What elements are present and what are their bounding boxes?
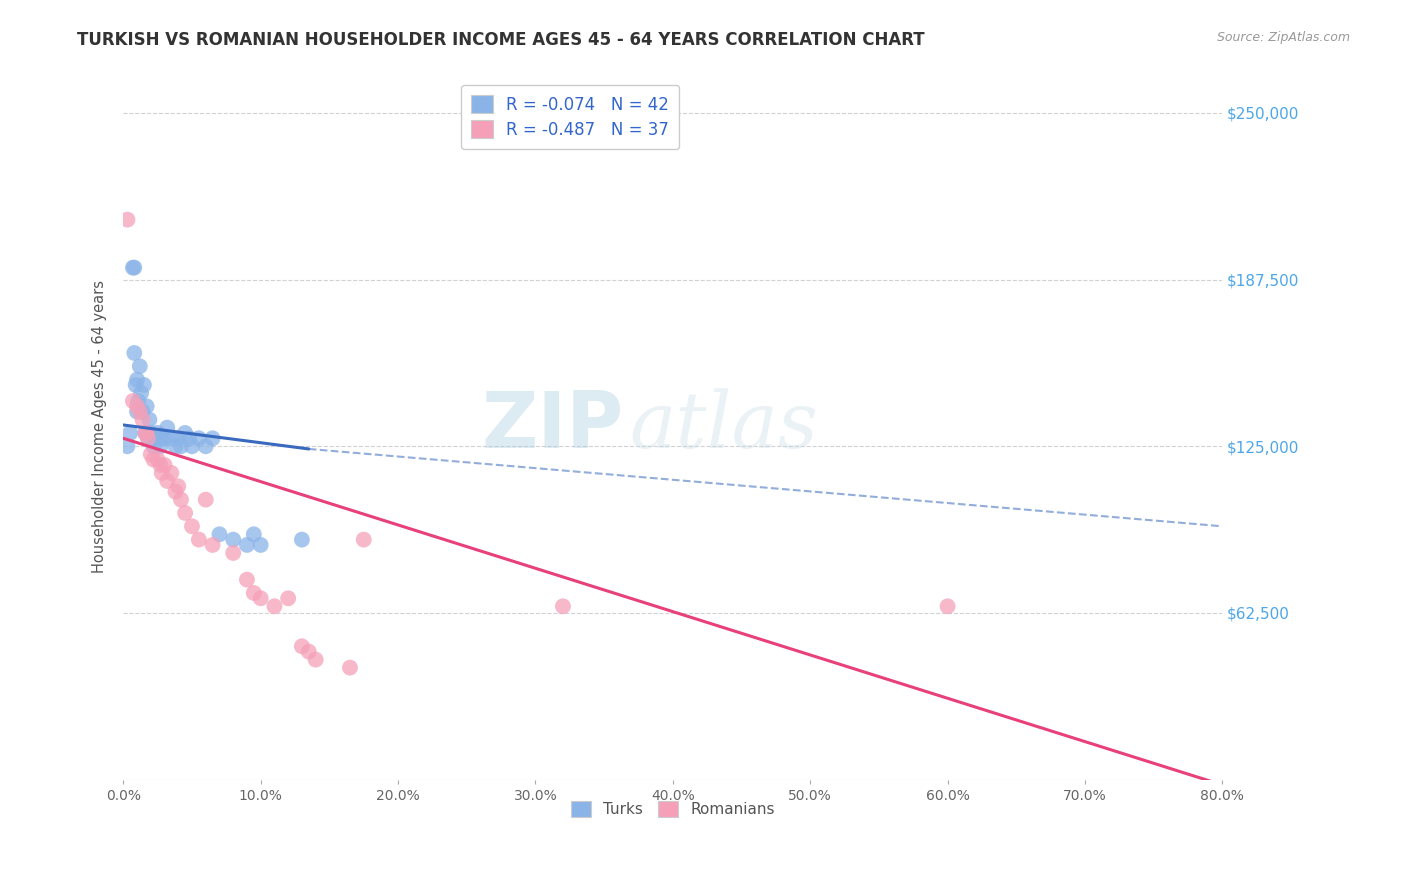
Point	[131, 412, 153, 426]
Point	[181, 519, 204, 533]
Point	[201, 538, 224, 552]
Text: TURKISH VS ROMANIAN HOUSEHOLDER INCOME AGES 45 - 64 YEARS CORRELATION CHART: TURKISH VS ROMANIAN HOUSEHOLDER INCOME A…	[77, 31, 925, 49]
Point	[153, 458, 176, 472]
Point	[201, 431, 224, 445]
Point	[129, 386, 152, 401]
Point	[134, 425, 156, 440]
Point	[353, 533, 375, 547]
Point	[263, 599, 285, 614]
Point	[141, 431, 163, 445]
Point	[187, 431, 209, 445]
Point	[174, 506, 197, 520]
Point	[249, 591, 271, 606]
Point	[160, 466, 183, 480]
Point	[181, 439, 204, 453]
Point	[128, 359, 150, 374]
Point	[125, 373, 148, 387]
Point	[150, 466, 173, 480]
Point	[149, 458, 172, 472]
Point	[139, 447, 162, 461]
Point	[138, 412, 160, 426]
Point	[143, 431, 166, 445]
Point	[127, 394, 149, 409]
Point	[125, 404, 148, 418]
Text: ZIP: ZIP	[481, 388, 623, 465]
Point	[222, 533, 245, 547]
Point	[136, 431, 159, 445]
Point	[146, 425, 169, 440]
Point	[124, 260, 146, 275]
Point	[339, 660, 361, 674]
Point	[165, 484, 187, 499]
Point	[124, 346, 146, 360]
Point	[551, 599, 574, 614]
Point	[936, 599, 959, 614]
Point	[291, 640, 314, 654]
Point	[243, 527, 266, 541]
Point	[170, 492, 193, 507]
Text: atlas: atlas	[628, 388, 818, 465]
Point	[236, 573, 259, 587]
Point	[142, 452, 165, 467]
Point	[136, 431, 159, 445]
Point	[149, 439, 172, 453]
Point	[128, 404, 150, 418]
Point	[125, 399, 148, 413]
Point	[139, 425, 162, 440]
Point	[124, 378, 146, 392]
Point	[222, 546, 245, 560]
Point	[146, 452, 169, 467]
Legend: Turks, Romanians: Turks, Romanians	[564, 793, 782, 825]
Point	[236, 538, 259, 552]
Point	[142, 439, 165, 453]
Point	[291, 533, 314, 547]
Point	[135, 425, 157, 440]
Point	[131, 404, 153, 418]
Point	[194, 439, 217, 453]
Point	[122, 260, 145, 275]
Point	[122, 394, 145, 409]
Point	[179, 431, 201, 445]
Point	[304, 652, 326, 666]
Point	[150, 431, 173, 445]
Point	[120, 425, 142, 440]
Point	[132, 378, 155, 392]
Point	[156, 420, 179, 434]
Y-axis label: Householder Income Ages 45 - 64 years: Householder Income Ages 45 - 64 years	[93, 280, 107, 573]
Point	[174, 425, 197, 440]
Point	[187, 533, 209, 547]
Point	[134, 425, 156, 440]
Point	[135, 399, 157, 413]
Point	[156, 474, 179, 488]
Point	[243, 586, 266, 600]
Point	[170, 439, 193, 453]
Point	[153, 431, 176, 445]
Point	[167, 431, 190, 445]
Point	[117, 439, 139, 453]
Point	[249, 538, 271, 552]
Point	[165, 439, 187, 453]
Point	[167, 479, 190, 493]
Point	[277, 591, 299, 606]
Point	[117, 212, 139, 227]
Point	[160, 431, 183, 445]
Point	[208, 527, 231, 541]
Text: Source: ZipAtlas.com: Source: ZipAtlas.com	[1216, 31, 1350, 45]
Point	[194, 492, 217, 507]
Point	[298, 645, 321, 659]
